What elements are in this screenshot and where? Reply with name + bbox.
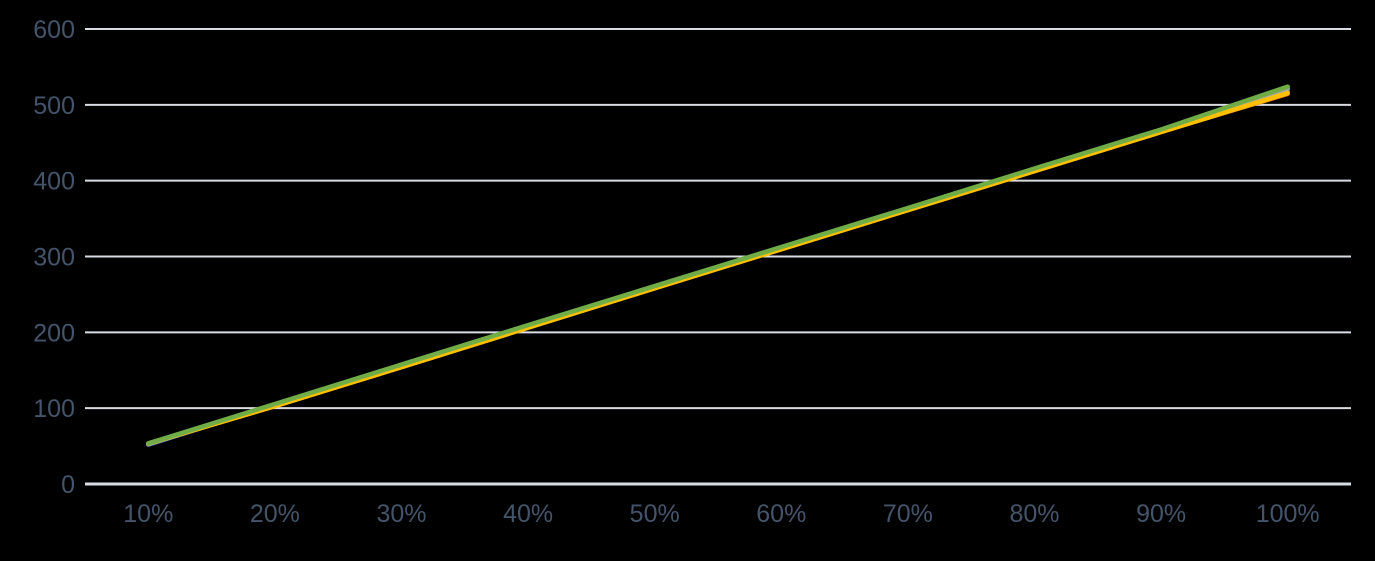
x-axis-tick-label: 70% <box>883 500 933 528</box>
y-axis-tick-label: 100 <box>33 395 75 423</box>
x-axis-tick-label: 60% <box>756 500 806 528</box>
x-axis-tick-label: 90% <box>1136 500 1186 528</box>
series-line-green[interactable] <box>146 84 1290 446</box>
y-axis-tick-label: 400 <box>33 168 75 196</box>
y-axis-tick-label: 500 <box>33 92 75 120</box>
x-axis-tick-label: 80% <box>1009 500 1059 528</box>
x-axis-tick-label: 30% <box>376 500 426 528</box>
x-axis-tick-label: 10% <box>123 500 173 528</box>
x-axis-tick-label: 100% <box>1256 500 1320 528</box>
y-axis-tick-label: 300 <box>33 244 75 272</box>
x-axis-tick-label: 40% <box>503 500 553 528</box>
y-axis-tick-label: 0 <box>61 471 75 499</box>
x-axis-tick-label: 20% <box>250 500 300 528</box>
y-axis-tick-label: 200 <box>33 319 75 347</box>
y-axis-tick-label: 600 <box>33 16 75 44</box>
x-axis-tick-label: 50% <box>630 500 680 528</box>
